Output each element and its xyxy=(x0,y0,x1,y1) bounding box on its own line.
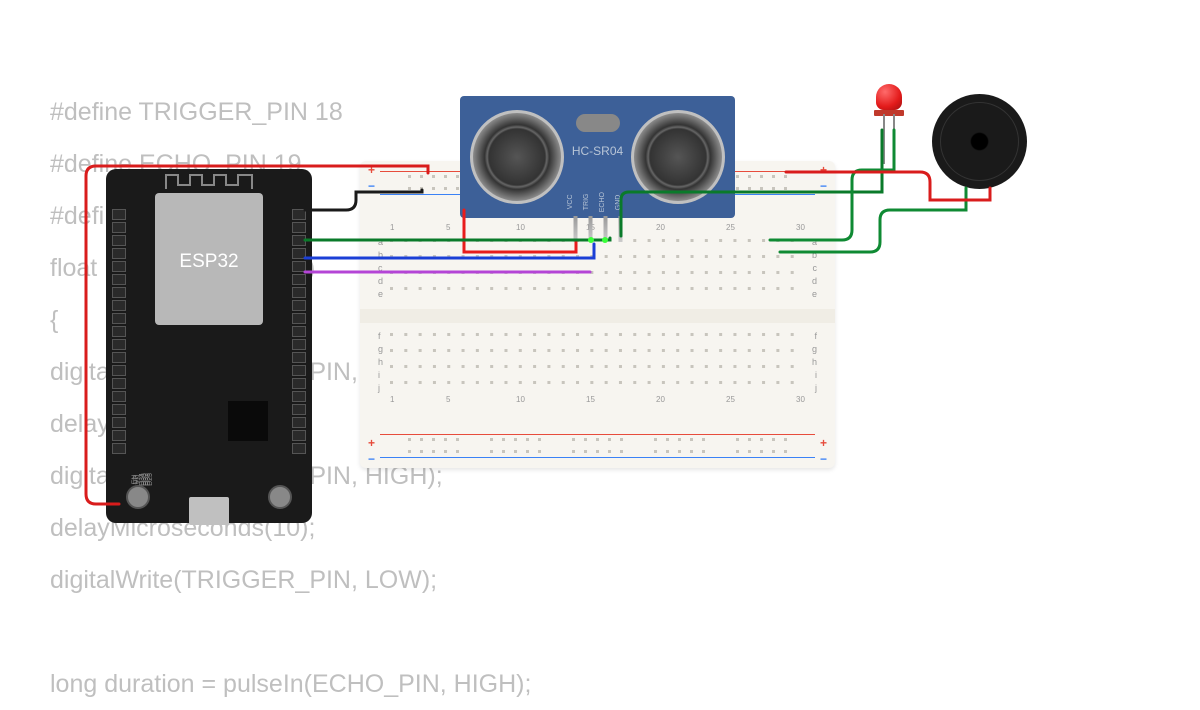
pin-label-vcc: VCC xyxy=(567,192,581,212)
sensor-receiver-icon xyxy=(631,110,725,204)
sensor-pins xyxy=(573,216,622,242)
rail-minus-icon: − xyxy=(368,179,375,193)
led-anode xyxy=(893,114,895,164)
sensor-label: HC-SR04 xyxy=(572,144,623,158)
esp32-antenna-icon xyxy=(164,171,254,191)
col-label: 1 xyxy=(390,395,394,404)
led-cathode xyxy=(883,114,885,164)
pin-label-echo: ECHO xyxy=(599,192,613,212)
esp32-pins-left xyxy=(112,209,126,463)
col-label: 30 xyxy=(796,395,805,404)
breadboard-top-block: a b c d e a b c d e 1 5 10 15 20 25 30 xyxy=(390,237,805,301)
sensor-pin-labels: VCC TRIG ECHO GND xyxy=(567,192,629,212)
col-label: 20 xyxy=(656,223,665,232)
row-label: g xyxy=(812,344,817,354)
sensor-crystal-icon xyxy=(576,114,620,132)
row-label: a xyxy=(812,237,817,247)
row-label: c xyxy=(378,263,383,273)
pin-label-trig: TRIG xyxy=(583,192,597,212)
pin-label-gnd: GND xyxy=(615,192,629,212)
row-label: a xyxy=(378,237,383,247)
col-label: 30 xyxy=(796,223,805,232)
esp32-button-boot xyxy=(268,485,292,509)
col-label: 25 xyxy=(726,395,735,404)
rail-minus-icon: − xyxy=(820,179,827,193)
rail-plus-icon: + xyxy=(820,163,827,177)
row-label: h xyxy=(378,357,383,367)
col-label: 5 xyxy=(446,395,450,404)
col-label: 10 xyxy=(516,395,525,404)
esp32-chip-icon xyxy=(228,401,268,441)
row-label: b xyxy=(812,250,817,260)
row-label: b xyxy=(378,250,383,260)
rail-plus-icon: + xyxy=(820,436,827,450)
row-label: d xyxy=(812,276,817,286)
row-label: j xyxy=(815,383,817,393)
rail-minus-icon: − xyxy=(820,452,827,466)
hcsr04-sensor: HC-SR04 VCC TRIG ECHO GND xyxy=(460,96,735,218)
esp32-label: ESP32 xyxy=(179,251,238,273)
rail-plus-icon: + xyxy=(368,163,375,177)
breadboard-bottom-block: f g h i j f g h i j 1 5 10 15 20 25 30 xyxy=(390,331,805,395)
row-label: e xyxy=(812,289,817,299)
row-label: i xyxy=(378,370,380,380)
row-label: f xyxy=(814,331,817,341)
row-label: d xyxy=(378,276,383,286)
row-label: g xyxy=(378,344,383,354)
led-bulb-icon xyxy=(876,84,902,110)
row-label: c xyxy=(813,263,818,273)
buzzer-component xyxy=(932,94,1027,189)
col-label: 15 xyxy=(586,395,595,404)
rail-plus-icon: + xyxy=(368,436,375,450)
col-label: 20 xyxy=(656,395,665,404)
led-base xyxy=(874,110,904,116)
row-label: e xyxy=(378,289,383,299)
col-label: 25 xyxy=(726,223,735,232)
esp32-button-en xyxy=(126,485,150,509)
row-label: i xyxy=(815,370,817,380)
row-label: h xyxy=(812,357,817,367)
rail-minus-icon: − xyxy=(368,452,375,466)
sensor-transmitter-icon xyxy=(470,110,564,204)
col-label: 5 xyxy=(446,223,450,232)
col-label: 1 xyxy=(390,223,394,232)
esp32-usb-port xyxy=(189,497,229,525)
col-label: 10 xyxy=(516,223,525,232)
breadboard-holes-svg xyxy=(390,237,805,301)
led-component xyxy=(876,84,902,120)
esp32-pins-right xyxy=(292,209,306,463)
row-label: f xyxy=(378,331,381,341)
breadboard-divider xyxy=(360,309,835,323)
row-label: j xyxy=(378,383,380,393)
esp32-board: ESP32 ENVPVND34D35D32D33D25 xyxy=(106,169,312,523)
